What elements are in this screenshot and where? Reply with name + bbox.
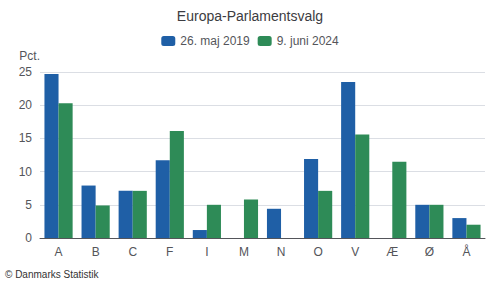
svg-text:Å: Å — [462, 244, 470, 259]
svg-text:N: N — [277, 245, 286, 259]
svg-text:O: O — [313, 245, 322, 259]
svg-text:F: F — [166, 245, 173, 259]
svg-text:© Danmarks Statistik: © Danmarks Statistik — [5, 269, 100, 280]
svg-text:C: C — [128, 245, 137, 259]
svg-text:I: I — [205, 245, 208, 259]
svg-text:Pct.: Pct. — [19, 49, 40, 63]
svg-text:Æ: Æ — [386, 245, 398, 259]
svg-text:0: 0 — [25, 231, 32, 245]
svg-text:V: V — [351, 245, 359, 259]
svg-text:25: 25 — [19, 65, 33, 79]
svg-text:26. maj 2019: 26. maj 2019 — [180, 34, 250, 48]
svg-text:20: 20 — [19, 98, 33, 112]
svg-text:B: B — [92, 245, 100, 259]
svg-text:M: M — [239, 245, 249, 259]
svg-text:Europa-Parlamentsvalg: Europa-Parlamentsvalg — [177, 8, 323, 24]
svg-text:10: 10 — [19, 165, 33, 179]
svg-text:A: A — [55, 245, 63, 259]
svg-text:9. juni 2024: 9. juni 2024 — [277, 34, 339, 48]
svg-text:15: 15 — [19, 131, 33, 145]
svg-text:5: 5 — [25, 198, 32, 212]
svg-text:Ø: Ø — [425, 245, 434, 259]
